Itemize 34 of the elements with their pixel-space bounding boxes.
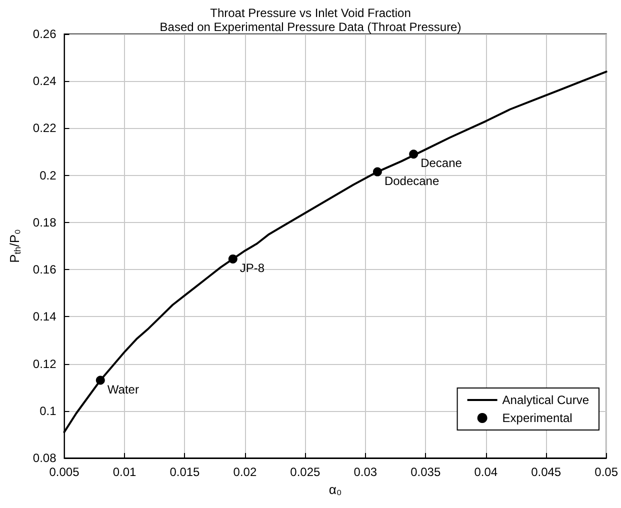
- chart-subtitle: Based on Experimental Pressure Data (Throat Pressure): [160, 20, 462, 34]
- y-tick-label: 0.22: [32, 121, 57, 136]
- y-tick-label: 0.18: [32, 215, 57, 230]
- x-tick-label: 0.015: [170, 465, 200, 479]
- legend-label: Analytical Curve: [502, 393, 590, 407]
- x-axis-title: α₀: [328, 482, 342, 497]
- y-tick-label: 0.08: [32, 451, 57, 465]
- x-tick-label: 0.035: [410, 465, 441, 479]
- x-tick-label: 0.01: [112, 465, 136, 479]
- annotation: Decane: [420, 156, 462, 170]
- y-tick-label: 0.26: [32, 27, 57, 41]
- annotation: Dodecane: [384, 174, 440, 188]
- x-tick-label: 0.05: [594, 465, 618, 479]
- x-tick-label: 0.04: [474, 465, 498, 479]
- x-tick-label: 0.03: [354, 465, 378, 479]
- point: [372, 167, 382, 176]
- annotation: JP-8: [240, 260, 265, 275]
- x-tick-label: 0.005: [49, 465, 80, 479]
- y-tick-label: 0.16: [32, 262, 57, 277]
- annotation: Water: [107, 382, 139, 396]
- y-tick-label: 0.12: [32, 356, 57, 371]
- y-tick-label: 0.1: [40, 404, 57, 418]
- point: [96, 376, 105, 385]
- y-tick-label: 0.24: [32, 74, 57, 88]
- point: [409, 150, 418, 159]
- chart-title: Throat Pressure vs Inlet Void Fraction: [210, 6, 411, 20]
- y-axis-title: Pth/P₀: [7, 229, 22, 263]
- y-tick-label: 0.2: [40, 168, 57, 182]
- point: [228, 254, 238, 264]
- x-tick-label: 0.025: [290, 465, 321, 479]
- legend-label: Experimental: [502, 411, 572, 425]
- y-tick-label: 0.14: [32, 310, 57, 324]
- x-tick-label: 0.045: [531, 465, 562, 479]
- x-tick-label: 0.02: [233, 465, 257, 479]
